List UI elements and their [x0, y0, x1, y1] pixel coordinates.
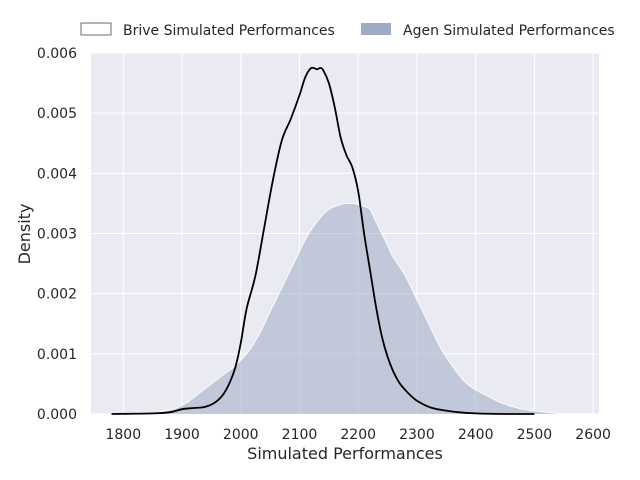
- x-tick-label: 2300: [399, 427, 435, 443]
- x-axis: 1800 1900 2000 2100 2200 2300 2400 2500 2600: [105, 427, 610, 443]
- y-tick-label: 0.004: [37, 166, 77, 182]
- legend-swatch-agen: [361, 23, 391, 35]
- x-tick-label: 2100: [282, 427, 318, 443]
- y-tick-label: 0.006: [37, 46, 77, 62]
- series-layer: [111, 66, 576, 415]
- series-agen-area: [111, 203, 576, 414]
- y-tick-label: 0.005: [37, 106, 77, 122]
- legend-label-agen: Agen Simulated Performances: [403, 23, 615, 39]
- x-axis-label: Simulated Performances: [247, 444, 443, 463]
- y-tick-label: 0.000: [37, 407, 77, 423]
- y-axis-label: Density: [15, 204, 34, 265]
- x-tick-label: 2200: [340, 427, 376, 443]
- x-tick-label: 2400: [458, 427, 494, 443]
- x-tick-label: 2000: [223, 427, 259, 443]
- x-tick-label: 1800: [105, 427, 141, 443]
- x-tick-label: 2500: [517, 427, 553, 443]
- legend: Brive Simulated Performances Agen Simula…: [80, 22, 615, 39]
- legend-swatch-brive: [80, 22, 112, 36]
- series-brive-line: [111, 66, 535, 415]
- y-tick-label: 0.001: [37, 347, 77, 363]
- y-tick-label: 0.003: [37, 227, 77, 243]
- x-tick-label: 1900: [164, 427, 200, 443]
- legend-label-brive: Brive Simulated Performances: [123, 23, 335, 39]
- x-tick-label: 2600: [575, 427, 611, 443]
- series-agen-outline: [111, 202, 576, 415]
- y-tick-label: 0.002: [37, 287, 77, 303]
- y-axis: 0.000 0.001 0.002 0.003 0.004 0.005 0.006: [37, 46, 77, 423]
